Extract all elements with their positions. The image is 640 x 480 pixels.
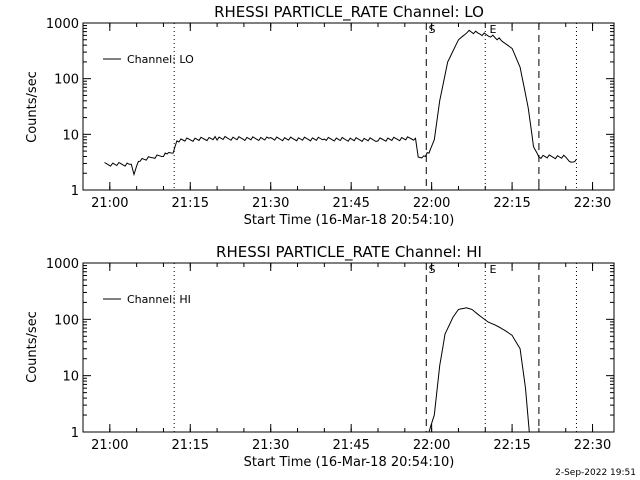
x-tick-label-lo-3: 21:45 [332, 196, 369, 211]
x-tick-label-hi-1: 21:15 [172, 438, 209, 453]
panel-lo: RHESSI PARTICLE_RATE Channel: LO Start T… [25, 3, 615, 228]
legend-label-lo: Channel: LO [127, 53, 194, 66]
x-tick-label-hi-3: 21:45 [332, 438, 369, 453]
panel-hi: RHESSI PARTICLE_RATE Channel: HI Start T… [25, 243, 615, 470]
x-tick-label-lo-4: 22:00 [413, 196, 450, 211]
y-tick-label-lo-1: 10 [62, 128, 79, 143]
x-tick-label-lo-2: 21:30 [252, 196, 289, 211]
x-tick-label-lo-0: 21:00 [91, 196, 128, 211]
y-tick-label-hi-2: 100 [54, 313, 79, 328]
plot-frame-hi [82, 262, 615, 433]
end-marker-hi: E [490, 263, 497, 276]
timestamp-footer: 2-Sep-2022 19:51 [555, 468, 636, 478]
y-tick-label-lo-2: 100 [54, 73, 79, 88]
x-axis-label-lo: Start Time (16-Mar-18 20:54:10) [244, 213, 455, 228]
x-tick-label-lo-6: 22:30 [574, 196, 611, 211]
legend-label-hi: Channel: HI [127, 293, 191, 306]
y-tick-label-hi-3: 1000 [46, 257, 79, 272]
y-axis-label-hi: Counts/sec [25, 311, 40, 383]
x-tick-label-hi-6: 22:30 [574, 438, 611, 453]
plot-frame-lo [82, 22, 615, 191]
chart-title-lo: RHESSI PARTICLE_RATE Channel: LO [214, 3, 484, 22]
series-line-lo [104, 29, 577, 177]
y-tick-label-hi-1: 10 [62, 370, 79, 385]
y-tick-label-lo-0: 1 [71, 184, 79, 199]
chart-title-hi: RHESSI PARTICLE_RATE Channel: HI [216, 243, 482, 262]
x-tick-label-hi-5: 22:15 [493, 438, 530, 453]
end-marker-lo: E [490, 23, 497, 36]
y-axis-label-lo: Counts/sec [25, 71, 40, 143]
x-tick-label-hi-2: 21:30 [252, 438, 289, 453]
x-axis-label-hi: Start Time (16-Mar-18 20:54:10) [244, 455, 455, 470]
x-tick-label-lo-1: 21:15 [172, 196, 209, 211]
series-line-hi [428, 307, 530, 433]
y-tick-label-hi-0: 1 [71, 426, 79, 441]
x-tick-label-hi-4: 22:00 [413, 438, 450, 453]
x-tick-label-hi-0: 21:00 [91, 438, 128, 453]
y-tick-label-lo-3: 1000 [46, 17, 79, 32]
x-tick-label-lo-5: 22:15 [493, 196, 530, 211]
